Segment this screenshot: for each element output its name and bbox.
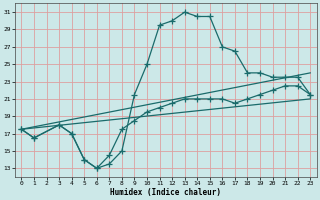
X-axis label: Humidex (Indice chaleur): Humidex (Indice chaleur) [110, 188, 221, 197]
